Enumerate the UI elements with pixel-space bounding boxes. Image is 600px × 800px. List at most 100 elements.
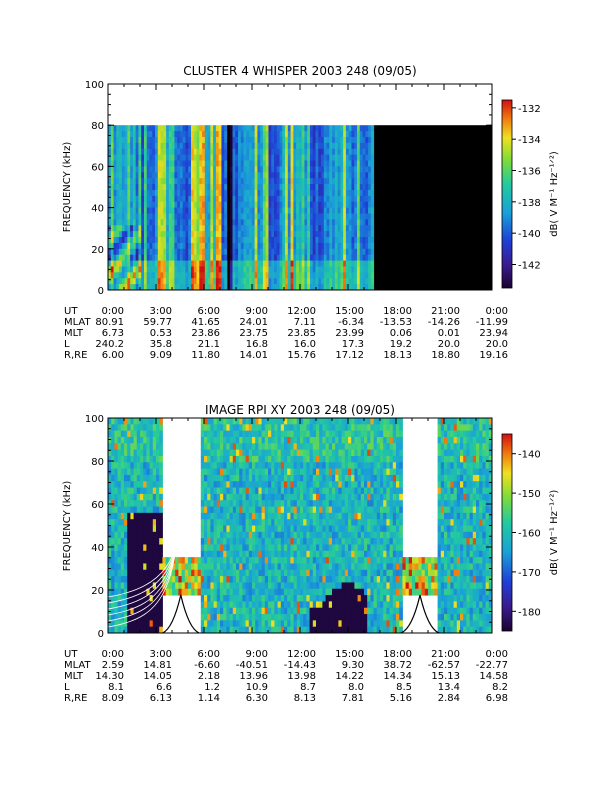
image-rpi-spectrogram-cell [152,563,157,571]
cluster-spectrogram-cell [334,207,339,214]
image-rpi-spectrogram-cell [309,569,314,577]
image-rpi-spectrogram-cell [309,538,314,545]
cluster-spectrogram-cell [337,278,341,285]
image-rpi-spectrogram-cell [316,449,320,457]
image-rpi-spectrogram-cell [156,544,160,552]
image-rpi-spectrogram-cell [328,474,333,482]
cluster-spectrogram-cell [152,207,156,214]
cluster-spectrogram-cell [130,272,134,279]
cluster-spectrogram-cell [296,225,300,232]
cluster-spectrogram-cell [132,142,137,150]
cluster-spectrogram-cell [238,148,242,156]
cluster-spectrogram-cell [127,219,131,226]
image-rpi-spectrogram-cell [277,424,282,432]
cluster-spectrogram-cell [121,148,126,156]
cluster-spectrogram-cell [337,166,341,173]
cluster-spectrogram-cell [199,131,203,138]
cluster-spectrogram-cell [357,278,361,285]
image-rpi-spectrogram-cell [312,563,317,571]
image-rpi-spectrogram-cell [207,449,211,457]
image-rpi-spectrogram-cell [124,557,128,564]
cluster-spectrogram-cell [351,166,355,173]
image-rpi-spectrogram-cell [108,455,112,463]
image-rpi-spectrogram-cell [130,531,135,539]
image-rpi-spectrogram-cell [271,493,275,501]
cluster-spectrogram-cell [359,242,364,250]
cluster-spectrogram-cell [271,172,275,179]
image-rpi-spectrogram-cell [146,481,151,489]
cluster-spectrogram-cell [193,166,198,173]
cluster-spectrogram-cell [343,278,347,285]
image-rpi-spectrogram-cell [188,582,192,590]
cluster-spectrogram-cell [171,201,175,209]
image-rpi-spectrogram-cell [335,601,339,609]
cluster-spectrogram-cell [321,142,325,150]
cluster-spectrogram-cell [224,266,228,273]
image-rpi-spectrogram-cell [124,582,128,590]
cluster-spectrogram-cell [152,172,156,179]
cluster-spectrogram-cell [304,231,308,238]
image-rpi-spectrogram-cell [261,544,266,552]
image-rpi-spectrogram-cell [309,474,314,482]
cluster-spectrogram-cell [345,166,350,173]
image-rpi-spectrogram-cell [229,531,234,539]
cluster-spectrogram-cell [166,160,170,167]
cluster-spectrogram-cell [276,231,281,238]
cluster-spectrogram-cell [271,136,275,144]
image-rpi-spectrogram-cell [127,607,131,615]
cluster-spectrogram-cell [143,131,148,138]
image-rpi-spectrogram-cell [325,519,330,526]
image-rpi-spectrogram-cell [309,506,314,514]
image-rpi-spectrogram-cell [204,500,208,508]
image-rpi-spectrogram-cell [261,626,266,634]
image-rpi-spectrogram-cell [210,506,215,514]
image-rpi-spectrogram-cell [328,620,333,628]
cluster-spectrogram-cell [343,201,347,209]
cluster-spectrogram-cell [318,160,322,167]
image-rpi-spectrogram-cell [280,506,285,514]
cluster-spectrogram-cell [370,225,375,232]
image-rpi-spectrogram-cell [229,512,234,520]
cluster-spectrogram-cell [135,254,139,262]
cluster-y-tick-label: 40 [91,204,104,215]
image-rpi-spectrogram-cell [159,563,163,571]
image-rpi-spectrogram-cell [236,620,240,628]
cluster-spectrogram-cell [301,219,305,226]
cluster-spectrogram-cell [168,278,173,285]
cluster-spectrogram-cell [257,166,261,173]
image-rpi-spectrogram-cell [255,620,259,628]
image-rpi-spectrogram-cell [200,614,205,621]
cluster-spectrogram-cell [124,242,128,250]
cluster-spectrogram-cell [138,242,142,250]
image-rpi-spectrogram-cell [316,557,320,564]
image-rpi-spectrogram-cell [287,455,291,463]
cluster-spectrogram-cell [315,260,319,267]
cluster-spectrogram-cell [143,184,148,191]
cluster-spectrogram-cell [243,237,247,244]
image-rpi-spectrogram-cell [133,588,138,596]
image-rpi-spectrogram-cell [130,601,135,609]
cluster-spectrogram-cell [232,148,236,156]
cluster-spectrogram-cell [260,231,264,238]
image-rpi-spectrogram-cell [197,576,202,583]
cluster-spectrogram-cell [243,254,247,262]
image-rpi-spectrogram-cell [287,525,291,533]
image-rpi-spectrogram-cell [277,493,282,501]
image-rpi-spectrogram-cell [156,418,160,425]
image-rpi-spectrogram-cell [156,569,160,577]
image-rpi-spectrogram-cell [248,493,253,501]
cluster-spectrogram-cell [298,272,303,279]
cluster-spectrogram-cell [179,213,184,220]
image-rpi-spectrogram-cell [274,544,279,552]
cluster-spectrogram-cell [168,142,173,150]
cluster-spectrogram-cell [132,219,137,226]
cluster-spectrogram-cell [348,125,352,132]
cluster-spectrogram-cell [163,272,167,279]
cluster-spectrogram-cell [334,160,339,167]
cluster-spectrogram-cell [171,284,175,291]
image-rpi-spectrogram-cell [280,418,285,425]
image-rpi-spectrogram-cell [271,449,275,457]
image-rpi-spectrogram-cell [296,430,301,438]
cluster-spectrogram-cell [202,225,206,232]
cluster-spectrogram-cell [174,184,178,191]
